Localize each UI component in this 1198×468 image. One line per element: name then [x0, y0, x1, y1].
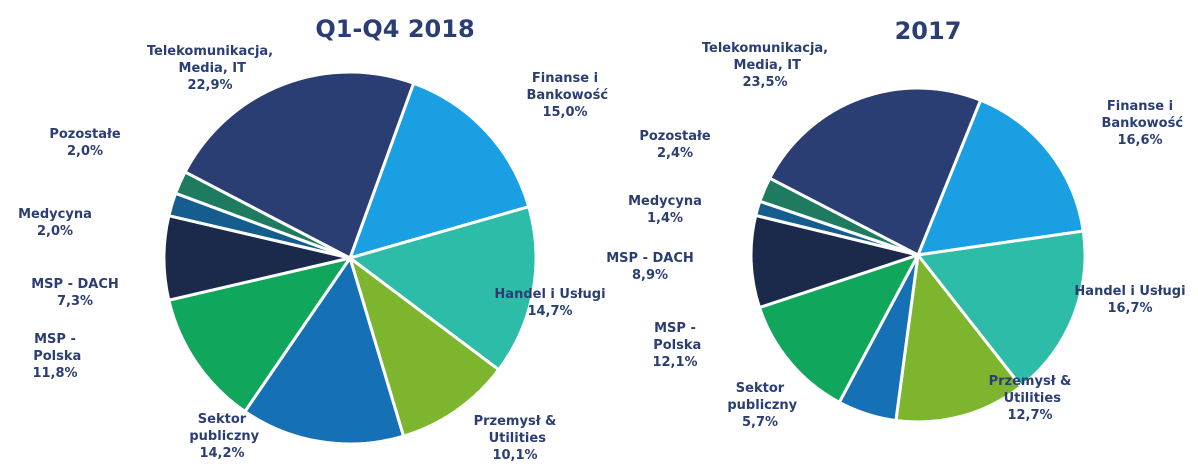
value-label: 12,7%: [1007, 408, 1052, 423]
slice-label: Pozostałe: [49, 127, 121, 142]
label-line: Finanse i: [532, 71, 598, 86]
label-line: MSP -: [34, 332, 76, 347]
slice-label: Przemysł & Utilities: [989, 374, 1072, 406]
pie-slice: [915, 98, 1085, 257]
label-line: MSP - DACH: [606, 251, 694, 266]
value-label: 2,0%: [67, 144, 103, 159]
label-line: Pozostałe: [49, 127, 121, 142]
pie-slice: [915, 229, 1087, 389]
slice-label: Telekomunikacja, Media, IT: [702, 41, 828, 73]
slice-label: MSP - DACH: [31, 277, 119, 292]
slice-label: Handel i Usługi: [1074, 284, 1185, 299]
slice-label: Finanse i Bankowość: [1097, 99, 1183, 131]
label-line: Handel i Usługi: [1074, 284, 1185, 299]
label-line: publiczny: [723, 398, 798, 413]
label-line: Bankowość: [1097, 116, 1183, 131]
label-line: Medycyna: [628, 194, 702, 209]
slice-label: Telekomunikacja, Media, IT: [147, 44, 273, 76]
pie-slice: [347, 81, 531, 261]
slice-label: Pozostałe: [639, 129, 711, 144]
label-line: MSP -: [654, 321, 696, 336]
label-line: Pozostałe: [639, 129, 711, 144]
label-line: Medycyna: [18, 207, 92, 222]
label-line: Polska: [649, 338, 702, 353]
pie-slice: [346, 204, 538, 372]
value-label: 15,0%: [542, 105, 587, 120]
value-label: 11,8%: [32, 366, 77, 381]
value-label: 23,5%: [742, 75, 787, 90]
label-line: Polska: [29, 349, 82, 364]
label-line: Sektor: [736, 381, 785, 396]
label-line: Bankowość: [522, 88, 608, 103]
value-label: 16,7%: [1107, 301, 1152, 316]
value-label: 22,9%: [187, 78, 232, 93]
slice-label: Medycyna: [18, 207, 92, 222]
label-line: Utilities: [999, 391, 1061, 406]
chart-title: 2017: [895, 17, 962, 45]
slice-label: MSP - Polska: [649, 321, 702, 353]
value-label: 16,6%: [1117, 133, 1162, 148]
pie-slice: [183, 70, 416, 261]
value-label: 2,4%: [657, 146, 693, 161]
value-label: 5,7%: [742, 415, 778, 430]
label-line: publiczny: [185, 429, 260, 444]
slice-label: Przemysł & Utilities: [474, 414, 557, 446]
pie-slice: [894, 251, 1024, 424]
label-line: Sektor: [198, 412, 247, 427]
pie-slice: [757, 252, 922, 405]
label-line: Media, IT: [174, 61, 246, 76]
pie-slice: [167, 255, 354, 414]
value-label: 10,1%: [492, 448, 537, 463]
value-label: 1,4%: [647, 211, 683, 226]
value-label: 2,0%: [37, 224, 73, 239]
slice-label: Sektor publiczny: [185, 412, 260, 444]
value-label: 7,3%: [57, 294, 93, 309]
pie-slice: [347, 254, 501, 439]
label-line: Handel i Usługi: [494, 287, 605, 302]
pie-slice: [242, 254, 406, 446]
slice-label: Finanse i Bankowość: [522, 71, 608, 103]
label-line: Media, IT: [729, 58, 801, 73]
slice-label: Medycyna: [628, 194, 702, 209]
label-line: Telekomunikacja,: [702, 41, 828, 56]
label-line: Utilities: [484, 431, 546, 446]
label-line: Przemysł &: [989, 374, 1072, 389]
pie-slice: [767, 86, 983, 258]
slice-label: Handel i Usługi: [494, 287, 605, 302]
pie-slice: [749, 213, 924, 310]
slice-label: MSP - Polska: [29, 332, 82, 364]
slice-label: Sektor publiczny: [723, 381, 798, 413]
value-label: 14,2%: [199, 446, 244, 461]
value-label: 8,9%: [632, 268, 668, 283]
label-line: Finanse i: [1107, 99, 1173, 114]
label-line: Telekomunikacja,: [147, 44, 273, 59]
chart-title: Q1-Q4 2018: [315, 15, 474, 43]
label-line: MSP - DACH: [31, 277, 119, 292]
label-line: Przemysł &: [474, 414, 557, 429]
value-label: 14,7%: [527, 304, 572, 319]
slice-label: MSP - DACH: [606, 251, 694, 266]
value-label: 12,1%: [652, 355, 697, 370]
